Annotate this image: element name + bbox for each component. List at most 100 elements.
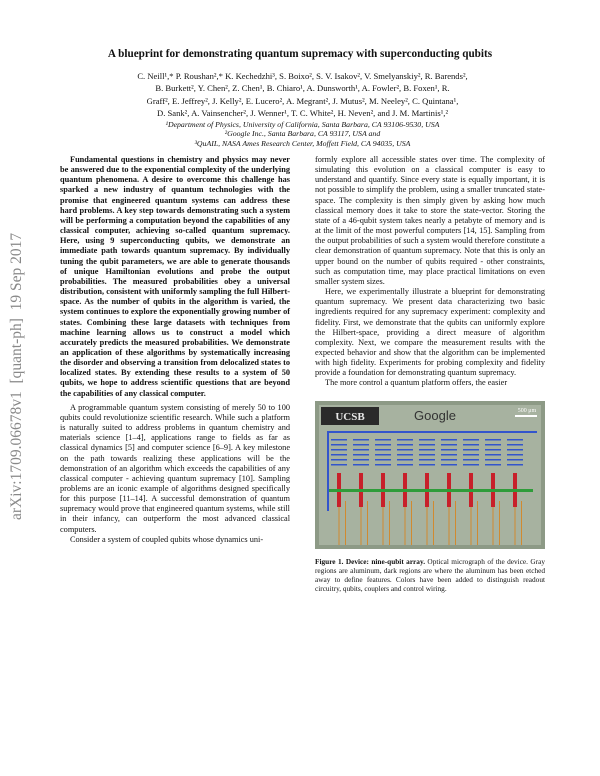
figure: UCSB Google 500 μm: [315, 400, 545, 549]
logo-box: [321, 406, 379, 425]
control-wire: [382, 506, 384, 545]
resonator: [485, 438, 501, 441]
resonator: [375, 453, 391, 456]
resonator: [397, 443, 413, 446]
control-wire: [499, 500, 500, 545]
left-column: Fundamental questions in chemistry and p…: [60, 155, 290, 545]
resonator: [353, 458, 369, 461]
control-wire: [521, 500, 522, 545]
affiliation: ²Google Inc., Santa Barbara, CA 93117, U…: [224, 129, 381, 139]
resonator: [375, 448, 391, 451]
control-wire: [514, 506, 516, 545]
resonator: [441, 458, 457, 461]
resonator: [331, 453, 347, 456]
abstract: Fundamental questions in chemistry and p…: [60, 155, 290, 398]
author-line: B. Burkett², Y. Chen², Z. Chen¹, B. Chia…: [155, 83, 450, 94]
resonator: [397, 463, 413, 466]
resonator: [397, 453, 413, 456]
readout-line: [327, 430, 329, 511]
title: A blueprint for demonstrating quantum su…: [107, 48, 493, 60]
resonator: [397, 448, 413, 451]
resonator: [485, 453, 501, 456]
paragraph: A programmable quantum system consisting…: [60, 402, 290, 534]
chip: [319, 404, 541, 545]
resonator: [419, 448, 435, 451]
qubit-array: [327, 430, 537, 545]
control-wire: [477, 500, 478, 545]
resonator: [463, 463, 479, 466]
resonator: [485, 448, 501, 451]
resonator: [353, 463, 369, 466]
control-wire: [389, 500, 390, 545]
resonator: [441, 453, 457, 456]
resonator: [375, 463, 391, 466]
resonator: [507, 458, 523, 461]
resonator: [441, 463, 457, 466]
control-wire: [448, 506, 450, 545]
micrograph: UCSB Google 500 μm: [315, 400, 545, 549]
resonator: [375, 458, 391, 461]
caption-label: Figure 1.: [315, 556, 344, 566]
readout-line: [327, 430, 537, 433]
control-wire: [470, 506, 472, 545]
resonator: [419, 443, 435, 446]
coupler-bus: [329, 488, 533, 492]
control-wire: [345, 500, 346, 545]
resonator: [419, 438, 435, 441]
resonator: [353, 453, 369, 456]
resonator: [375, 443, 391, 446]
arxiv-sidebar: arXiv:1709.06678v1 [quant-ph] 19 Sep 201…: [8, 232, 25, 520]
resonator: [331, 458, 347, 461]
resonator: [331, 448, 347, 451]
image-label: 500 μm: [518, 408, 537, 414]
resonator: [463, 458, 479, 461]
author-line: D. Sank², A. Vainsencher², J. Wenner¹, T…: [156, 108, 449, 119]
control-wire: [338, 506, 340, 545]
resonator: [397, 438, 413, 441]
image-label: UCSB: [335, 411, 365, 423]
resonator: [507, 438, 523, 441]
caption-title: Device: nine-qubit array.: [345, 556, 426, 566]
resonator: [441, 448, 457, 451]
resonator: [507, 463, 523, 466]
resonator: [507, 443, 523, 446]
resonator: [441, 438, 457, 441]
author-line: C. Neill¹,* P. Roushan²,* K. Kechedzhi³,…: [137, 71, 468, 81]
author-block: C. Neill¹,* P. Roushan²,* K. Kechedzhi³,…: [60, 70, 545, 148]
resonator: [331, 463, 347, 466]
control-wire: [455, 500, 456, 545]
resonator: [419, 458, 435, 461]
resonator: [353, 448, 369, 451]
resonator: [463, 453, 479, 456]
resonator: [485, 443, 501, 446]
caption-text: Optical micrograph of the device. Gray r…: [315, 556, 545, 593]
resonator: [331, 438, 347, 441]
resonator: [463, 438, 479, 441]
resonator: [353, 438, 369, 441]
control-wire: [411, 500, 412, 545]
author-line: Graff², E. Jeffrey², J. Kelly², E. Lucer…: [146, 95, 459, 106]
paragraph: Consider a system of coupled qubits whos…: [70, 534, 264, 544]
scale-bar: [515, 414, 537, 417]
resonator: [375, 438, 391, 441]
paragraph: Here, we experimentally illustrate a blu…: [315, 287, 545, 378]
resonator: [507, 453, 523, 456]
control-wire: [426, 506, 428, 545]
control-wire: [433, 500, 434, 545]
resonator: [485, 458, 501, 461]
resonator: [485, 463, 501, 466]
affiliation: ³QuAIL, NASA Ames Research Center, Moffe…: [194, 138, 411, 148]
resonator: [463, 448, 479, 451]
control-wire: [360, 506, 362, 545]
resonator: [441, 443, 457, 446]
control-wire: [367, 500, 368, 545]
resonator: [507, 448, 523, 451]
affiliation: ¹Department of Physics, University of Ca…: [165, 119, 440, 129]
paragraph: The more control a quantum platform offe…: [325, 378, 508, 388]
resonator: [397, 458, 413, 461]
caption: Figure 1. Device: nine-qubit array. Opti…: [315, 557, 545, 593]
resonator: [353, 443, 369, 446]
image-label: Google: [414, 408, 456, 423]
resonator: [331, 443, 347, 446]
